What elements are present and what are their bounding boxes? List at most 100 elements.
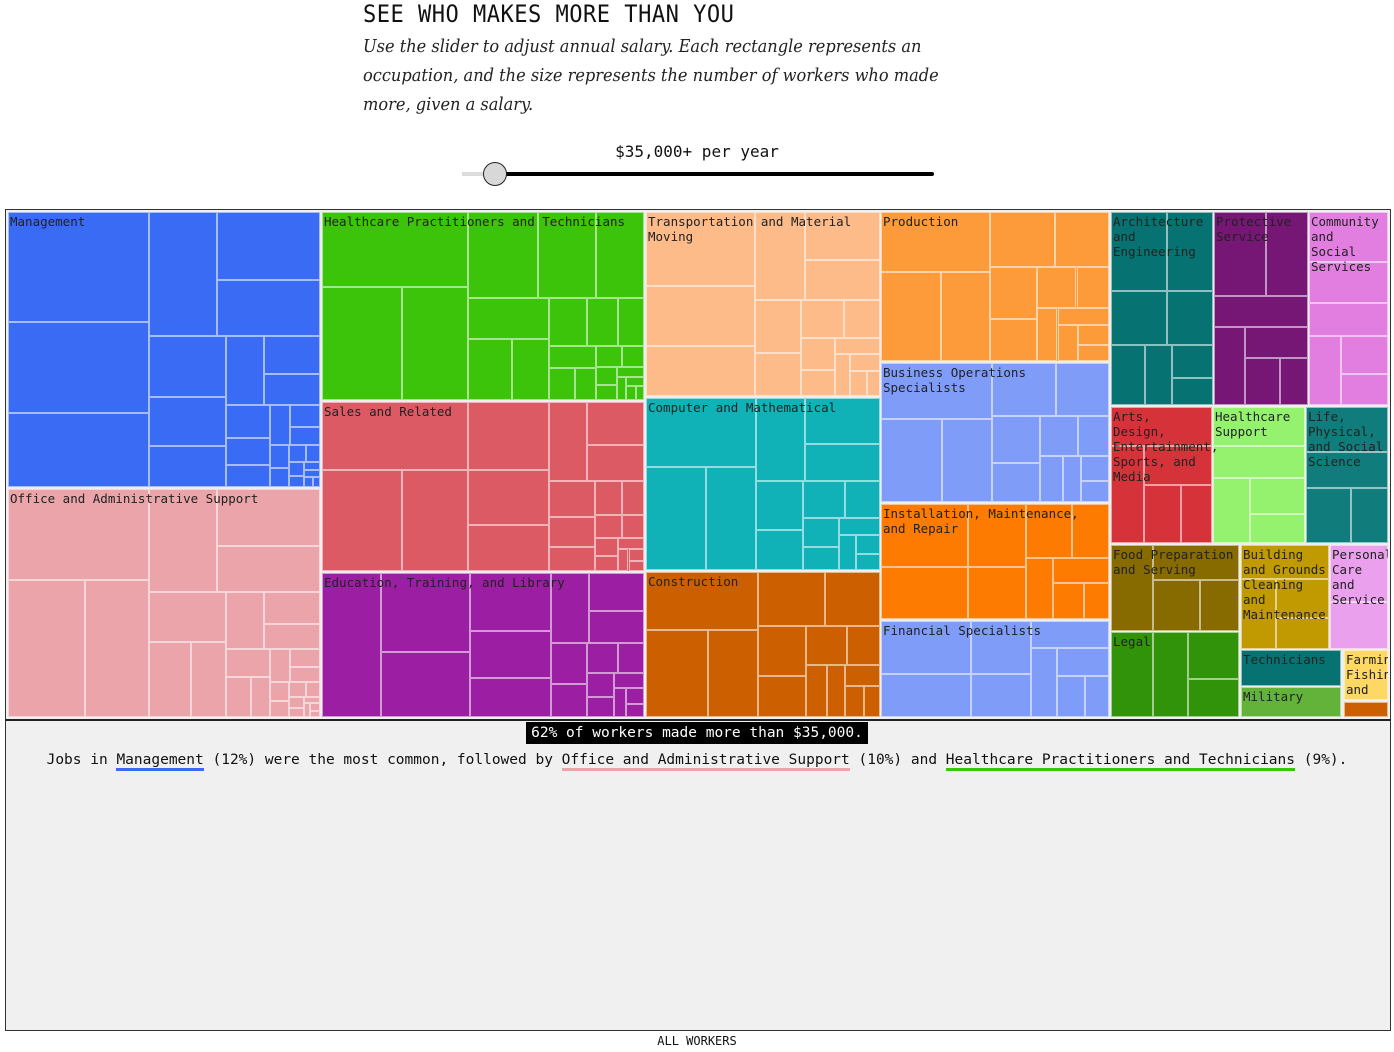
occupation-cell[interactable] — [270, 405, 291, 446]
occupation-cell[interactable] — [469, 678, 552, 717]
occupation-cell[interactable] — [991, 363, 1057, 416]
occupation-cell[interactable] — [263, 374, 320, 406]
occupation-cell[interactable] — [628, 548, 644, 562]
occupation-cell[interactable] — [1241, 650, 1341, 686]
occupation-cell[interactable] — [310, 703, 320, 711]
occupation-cell[interactable] — [625, 687, 644, 704]
occupation-cell[interactable] — [1062, 456, 1082, 502]
occupation-cell[interactable] — [1214, 327, 1245, 405]
treemap-group[interactable]: Technicians — [1241, 650, 1341, 686]
occupation-cell[interactable] — [1077, 415, 1109, 457]
occupation-cell[interactable] — [1241, 579, 1277, 649]
occupation-cell[interactable] — [1057, 308, 1109, 326]
occupation-cell[interactable] — [586, 673, 614, 698]
occupation-cell[interactable] — [805, 443, 880, 482]
occupation-cell[interactable] — [1187, 632, 1239, 679]
treemap-group[interactable]: Architecture and Engineering — [1111, 212, 1213, 405]
occupation-cell[interactable] — [587, 297, 619, 347]
occupation-cell[interactable] — [1078, 344, 1109, 361]
occupation-cell[interactable] — [802, 546, 840, 570]
treemap-group[interactable]: Healthcare Support — [1213, 407, 1305, 543]
treemap-group[interactable]: Education, Training, and Library — [322, 573, 644, 717]
occupation-cell[interactable] — [881, 673, 971, 717]
occupation-cell[interactable] — [1039, 415, 1078, 457]
occupation-cell[interactable] — [625, 376, 644, 386]
occupation-cell[interactable] — [1056, 648, 1109, 676]
occupation-cell[interactable] — [148, 446, 227, 487]
occupation-cell[interactable] — [1213, 407, 1305, 446]
occupation-cell[interactable] — [596, 385, 617, 400]
occupation-cell[interactable] — [270, 682, 290, 702]
occupation-cell[interactable] — [1241, 545, 1329, 580]
occupation-cell[interactable] — [226, 465, 271, 487]
occupation-cell[interactable] — [217, 545, 320, 592]
occupation-cell[interactable] — [1036, 267, 1077, 308]
occupation-cell[interactable] — [755, 530, 803, 570]
occupation-cell[interactable] — [616, 367, 644, 377]
occupation-cell[interactable] — [263, 592, 320, 624]
occupation-cell[interactable] — [1340, 336, 1388, 375]
occupation-cell[interactable] — [835, 337, 880, 355]
occupation-cell[interactable] — [625, 386, 636, 400]
treemap-group[interactable]: Production — [881, 212, 1109, 361]
occupation-cell[interactable] — [289, 462, 304, 476]
occupation-cell[interactable] — [1081, 456, 1109, 482]
occupation-cell[interactable] — [595, 481, 622, 516]
occupation-cell[interactable] — [846, 625, 880, 666]
occupation-cell[interactable] — [551, 573, 589, 643]
occupation-cell[interactable] — [587, 445, 644, 482]
occupation-cell[interactable] — [881, 363, 992, 419]
occupation-cell[interactable] — [1244, 327, 1308, 359]
occupation-cell[interactable] — [303, 462, 320, 471]
occupation-cell[interactable] — [8, 580, 86, 717]
occupation-cell[interactable] — [322, 402, 469, 470]
occupation-cell[interactable] — [290, 649, 320, 668]
occupation-cell[interactable] — [646, 398, 756, 467]
occupation-cell[interactable] — [1111, 212, 1168, 292]
occupation-cell[interactable] — [1071, 504, 1109, 559]
occupation-cell[interactable] — [827, 665, 845, 717]
occupation-cell[interactable] — [1153, 545, 1239, 580]
occupation-cell[interactable] — [754, 300, 801, 353]
occupation-cell[interactable] — [468, 525, 549, 571]
occupation-cell[interactable] — [574, 367, 596, 400]
treemap-group[interactable]: Farming, Fishing, and Forestry — [1344, 650, 1388, 700]
occupation-cell[interactable] — [881, 212, 991, 272]
occupation-cell[interactable] — [595, 538, 619, 557]
occupation-cell[interactable] — [940, 271, 991, 361]
treemap-group[interactable]: Management — [8, 212, 320, 487]
occupation-cell[interactable] — [1025, 558, 1054, 619]
treemap-group[interactable]: Installation, Maintenance, and Repair — [881, 504, 1109, 619]
occupation-cell[interactable] — [226, 649, 271, 677]
occupation-cell[interactable] — [635, 386, 644, 400]
occupation-cell[interactable] — [548, 517, 596, 547]
occupation-cell[interactable] — [1053, 558, 1109, 583]
treemap-group[interactable]: Building and Grounds Cleaning and Mainte… — [1241, 545, 1329, 649]
occupation-cell[interactable] — [1276, 617, 1329, 649]
occupation-cell[interactable] — [1056, 675, 1086, 717]
occupation-cell[interactable] — [8, 412, 149, 487]
occupation-cell[interactable] — [322, 212, 468, 288]
occupation-cell[interactable] — [757, 675, 806, 717]
occupation-cell[interactable] — [844, 300, 880, 338]
occupation-cell[interactable] — [1083, 582, 1109, 619]
occupation-cell[interactable] — [1340, 374, 1388, 405]
treemap-group[interactable]: Computer and Mathematical — [646, 398, 880, 570]
occupation-cell[interactable] — [270, 701, 290, 717]
occupation-cell[interactable] — [1111, 632, 1154, 717]
occupation-cell[interactable] — [551, 642, 587, 684]
occupation-cell[interactable] — [646, 346, 755, 396]
occupation-cell[interactable] — [467, 212, 539, 298]
occupation-cell[interactable] — [1076, 267, 1109, 308]
occupation-cell[interactable] — [1330, 545, 1388, 603]
occupation-cell[interactable] — [881, 504, 968, 568]
occupation-cell[interactable] — [990, 318, 1037, 361]
occupation-cell[interactable] — [312, 477, 320, 487]
occupation-cell[interactable] — [322, 469, 403, 571]
occupation-cell[interactable] — [226, 592, 264, 650]
occupation-cell[interactable] — [825, 572, 880, 626]
occupation-cell[interactable] — [1036, 308, 1058, 361]
occupation-cell[interactable] — [1306, 407, 1388, 452]
occupation-cell[interactable] — [1181, 484, 1212, 543]
occupation-cell[interactable] — [270, 468, 290, 487]
